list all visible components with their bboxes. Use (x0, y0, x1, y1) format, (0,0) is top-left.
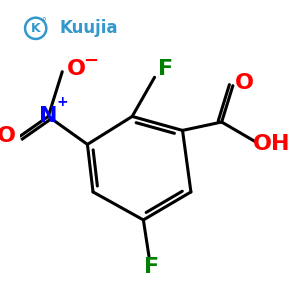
Text: F: F (158, 59, 173, 79)
Text: O: O (0, 126, 16, 146)
Text: K: K (31, 22, 40, 35)
Text: N: N (39, 106, 58, 126)
Text: °: ° (41, 17, 46, 27)
Text: O: O (235, 73, 254, 93)
Text: +: + (56, 95, 68, 110)
Text: F: F (144, 257, 159, 278)
Text: O: O (67, 59, 86, 79)
Text: OH: OH (253, 134, 291, 154)
Text: −: − (83, 52, 98, 70)
Text: Kuujia: Kuujia (59, 19, 118, 37)
